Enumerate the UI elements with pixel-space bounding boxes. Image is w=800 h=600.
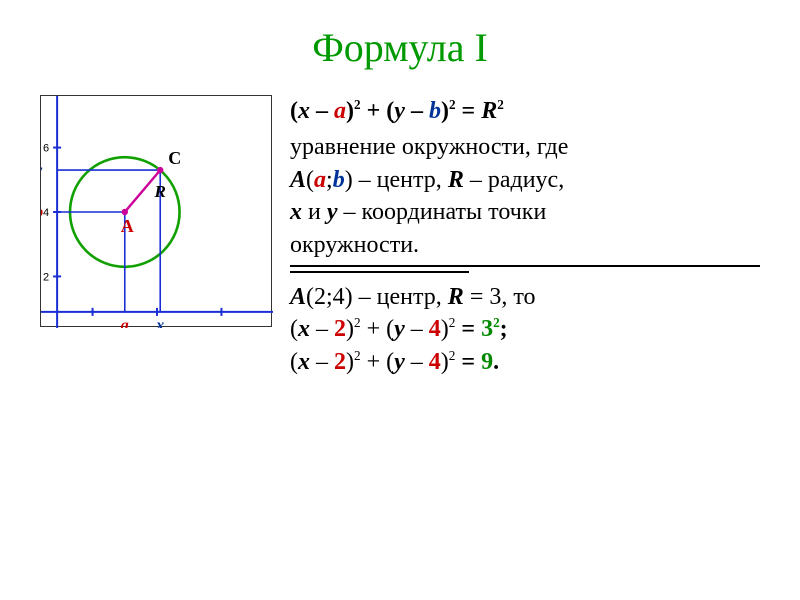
l2-r2: – радиус, [464, 167, 564, 193]
eq-y: y [394, 98, 405, 124]
line-2: A(a;b) – центр, R – радиус, [290, 164, 760, 196]
text-column: (x – a)2 + (y – b)2 = R2 уравнение окруж… [290, 95, 760, 378]
l5-R: R [448, 284, 464, 310]
l3-mid: и [302, 199, 327, 225]
l3-end: – координаты точки [338, 199, 547, 225]
svg-text:a: a [121, 317, 129, 328]
page-title: Формула I [40, 24, 760, 71]
eq-eq: = [456, 98, 482, 124]
l7-m1: – [310, 349, 334, 375]
l2-p1: ( [306, 167, 314, 193]
line-3: x и y – координаты точки [290, 196, 760, 228]
svg-text:4: 4 [43, 207, 49, 219]
eq-lp1: ( [290, 98, 298, 124]
svg-text:C: C [168, 148, 181, 168]
svg-text:2: 2 [43, 271, 49, 283]
line-4: окружности. [290, 229, 760, 261]
circle-diagram: 2 4 6 R A Cy b a x [40, 95, 272, 327]
eq-rp2: ) [441, 98, 449, 124]
l6-lp: ( [290, 316, 298, 342]
l7-v2: 4 [429, 349, 441, 375]
l7-x: x [298, 349, 310, 375]
eq-m2: – [405, 98, 429, 124]
svg-text:A: A [121, 216, 134, 236]
eq-b: b [429, 98, 441, 124]
l6-v2: 4 [429, 316, 441, 342]
l7-p2: ) [441, 349, 449, 375]
eq-a: a [334, 98, 346, 124]
svg-text:6: 6 [43, 143, 49, 155]
l6-m1: – [310, 316, 334, 342]
svg-text:R: R [154, 182, 166, 201]
l7-m2: – [405, 349, 429, 375]
l2-R: R [448, 167, 464, 193]
circle-equation: (x – a)2 + (y – b)2 = R2 [290, 95, 760, 127]
l2-b: b [333, 167, 345, 193]
l7-y: y [394, 349, 405, 375]
l7-lp: ( [290, 349, 298, 375]
l2-sep: ; [326, 167, 333, 193]
l7-p1: ) [346, 349, 354, 375]
eq-s1: 2 [354, 97, 361, 112]
l6-p2: ) [441, 316, 449, 342]
l5-r: = 3, то [464, 284, 536, 310]
l7-plus: + ( [361, 349, 395, 375]
l6-s3: 2 [493, 315, 500, 330]
l2-A: A [290, 167, 306, 193]
eq-m1: – [310, 98, 334, 124]
divider-short [290, 271, 469, 273]
l5-p: (2;4) – центр, [306, 284, 448, 310]
eq-rp1: ) [346, 98, 354, 124]
content-row: 246RACybax (x – a)2 + (y – b)2 = R2 урав… [40, 95, 760, 378]
eq-plus: + [361, 98, 387, 124]
l7-s1: 2 [354, 348, 361, 363]
eq-s3: 2 [497, 97, 504, 112]
l2-p2: ) – центр, [345, 167, 448, 193]
l3-x: x [290, 199, 302, 225]
l6-m2: – [405, 316, 429, 342]
l6-y: y [394, 316, 405, 342]
l7-end: . [493, 349, 499, 375]
divider-long [290, 265, 760, 267]
l6-plus: + ( [361, 316, 395, 342]
eq-R: R [481, 98, 497, 124]
svg-text:y: y [41, 162, 43, 179]
l7-eq: = [455, 349, 481, 375]
l3-y: y [327, 199, 338, 225]
l7-v3: 9 [481, 349, 493, 375]
line-5: A(2;4) – центр, R = 3, то [290, 281, 760, 313]
svg-text:b: b [41, 204, 43, 221]
eq-s2: 2 [449, 97, 456, 112]
eq-x: x [298, 98, 310, 124]
l6-s1: 2 [354, 315, 361, 330]
line-7: (x – 2)2 + (y – 4)2 = 9. [290, 346, 760, 378]
l5-A: A [290, 284, 306, 310]
l7-v1: 2 [334, 349, 346, 375]
l2-a: a [314, 167, 326, 193]
svg-text:x: x [155, 317, 164, 328]
line-6: (x – 2)2 + (y – 4)2 = 32; [290, 313, 760, 345]
line-1: уравнение окружности, где [290, 131, 760, 163]
l6-end: ; [500, 316, 508, 342]
l6-p1: ) [346, 316, 354, 342]
l6-x: x [298, 316, 310, 342]
l6-v3: 3 [481, 316, 493, 342]
l6-v1: 2 [334, 316, 346, 342]
l6-eq: = [455, 316, 481, 342]
